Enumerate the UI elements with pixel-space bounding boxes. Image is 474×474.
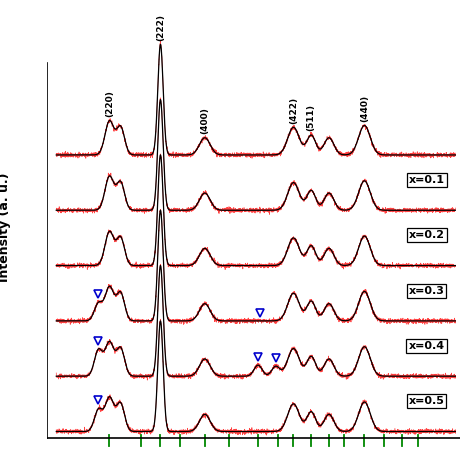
Text: (222): (222) bbox=[156, 14, 165, 41]
Text: x=0.5: x=0.5 bbox=[409, 396, 445, 406]
Text: (440): (440) bbox=[360, 95, 369, 122]
Text: x=0.2: x=0.2 bbox=[409, 230, 445, 240]
Text: (422): (422) bbox=[289, 97, 298, 124]
Text: (400): (400) bbox=[201, 107, 210, 134]
Text: Intensity (a. u.): Intensity (a. u.) bbox=[0, 173, 11, 283]
Text: x=0.4: x=0.4 bbox=[409, 341, 445, 351]
Text: (511): (511) bbox=[307, 104, 316, 131]
Text: x=0.3: x=0.3 bbox=[409, 286, 445, 296]
Text: x=0.1: x=0.1 bbox=[409, 175, 445, 185]
Text: (220): (220) bbox=[105, 90, 114, 117]
